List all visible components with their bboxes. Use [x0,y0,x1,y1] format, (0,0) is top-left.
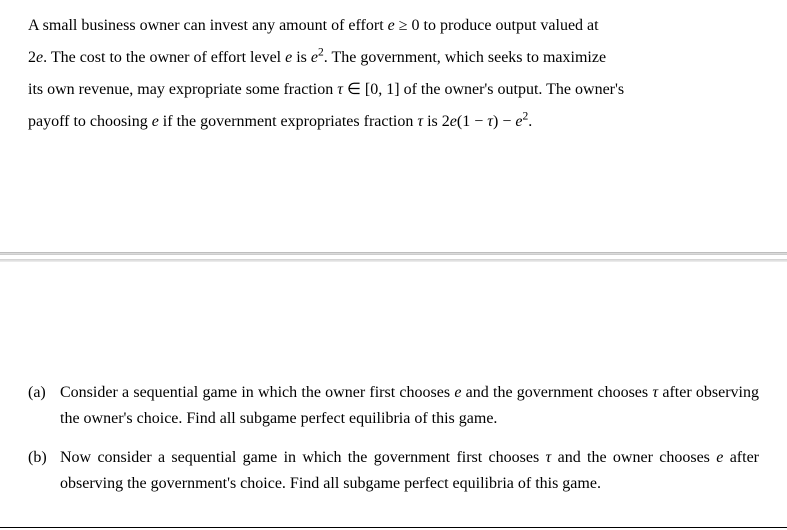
text: to produce output valued at [420,17,599,34]
var-e: e [311,49,318,66]
text: if the government expropriates fraction [159,113,418,130]
intro-line-4: payoff to choosing e if the government e… [28,106,759,138]
coef: 2 [28,49,36,66]
text: Consider a sequential game in which the … [60,384,454,401]
text: . The cost to the owner of effort level [43,49,285,66]
ge-sym: ≥ [395,17,412,34]
zero: 0 [412,17,420,34]
text: and the government chooses [461,384,652,401]
paren-close: ) − [493,113,515,130]
text: Now consider a sequential game in which … [60,449,546,466]
var-e: e [152,113,159,130]
text: its own revenue, may expropriate some fr… [28,81,337,98]
intro-line-3: its own revenue, may expropriate some fr… [28,74,759,106]
interval: [0, 1] [365,81,400,98]
elem-sym: ∈ [343,81,365,98]
text: payoff to choosing [28,113,152,130]
problem-intro: A small business owner can invest any am… [0,0,787,138]
coef: 2 [442,113,450,130]
text: A small business owner can invest any am… [28,17,388,34]
var-e: e [450,113,457,130]
text: . The government, which seeks to maximiz… [324,49,606,66]
period: . [528,113,532,130]
question-a: (a) Consider a sequential game in which … [28,380,759,431]
text: is [423,113,442,130]
q-label-b: (b) [28,445,60,496]
q-text-a: Consider a sequential game in which the … [60,380,759,431]
q-label-a: (a) [28,380,60,431]
intro-line-1: A small business owner can invest any am… [28,10,759,42]
var-e: e [388,17,395,34]
intro-line-2: 2 e . The cost to the owner of effort leve… [28,42,759,74]
text: of the owner's output. The owner's [400,81,625,98]
q-text-b: Now consider a sequential game in which … [60,445,759,496]
page-divider [0,252,787,262]
text: and the owner chooses [551,449,716,466]
question-b: (b) Now consider a sequential game in wh… [28,445,759,496]
text: is [292,49,311,66]
paren-open: (1 − [457,113,487,130]
questions: (a) Consider a sequential game in which … [0,380,787,530]
